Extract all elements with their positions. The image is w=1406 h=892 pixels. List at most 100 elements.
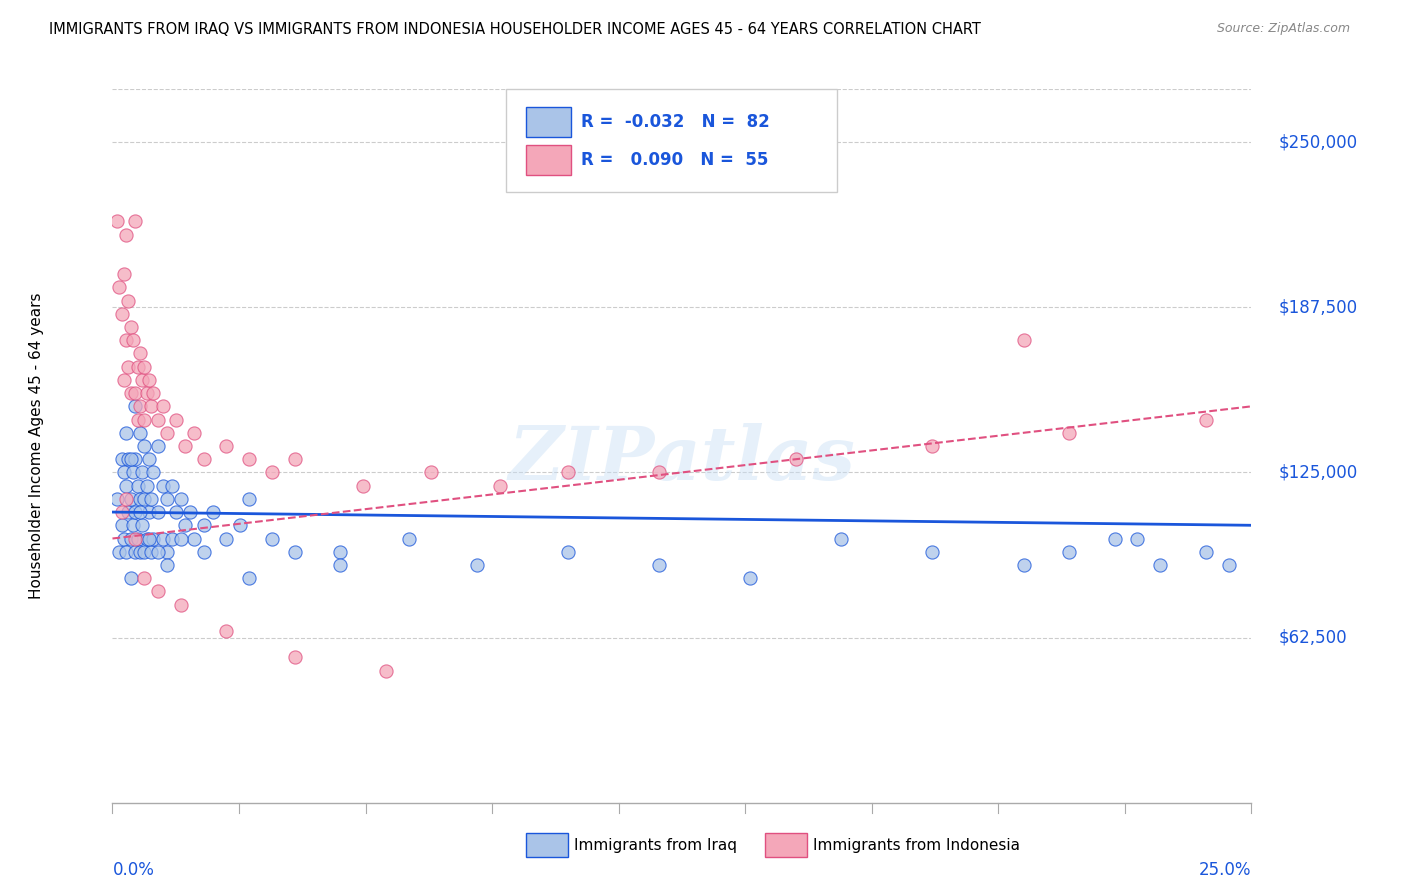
Point (1012, 558, 1035, 572)
Point (128, 425, 150, 440)
Point (215, 532, 238, 546)
Point (1104, 532, 1126, 546)
Point (138, 452, 160, 467)
Point (120, 571, 142, 585)
Point (1195, 545, 1218, 559)
Point (127, 359, 149, 374)
Point (156, 558, 179, 572)
Point (112, 373, 135, 387)
Point (146, 412, 169, 426)
Point (146, 439, 169, 453)
Point (142, 466, 165, 480)
Point (229, 518, 252, 533)
Text: IMMIGRANTS FROM IRAQ VS IMMIGRANTS FROM INDONESIA HOUSEHOLDER INCOME AGES 45 - 6: IMMIGRANTS FROM IRAQ VS IMMIGRANTS FROM … (49, 22, 981, 37)
Point (1126, 532, 1149, 546)
Point (141, 400, 163, 414)
Point (142, 532, 165, 546)
Point (117, 359, 139, 374)
Point (124, 214, 146, 228)
Point (120, 452, 142, 467)
Point (215, 439, 238, 453)
Text: Immigrants from Iraq: Immigrants from Iraq (574, 838, 737, 853)
Point (183, 425, 205, 440)
Point (152, 400, 174, 414)
Point (128, 491, 150, 506)
Point (134, 359, 156, 374)
Text: 0.0%: 0.0% (112, 861, 155, 879)
Point (260, 466, 283, 480)
Point (193, 518, 215, 533)
Point (128, 400, 150, 414)
Point (374, 664, 396, 678)
Text: 25.0%: 25.0% (1199, 861, 1251, 879)
Point (142, 386, 165, 401)
Point (124, 452, 146, 467)
Point (329, 545, 352, 559)
Point (112, 267, 135, 281)
Point (1012, 333, 1035, 347)
Point (170, 532, 193, 546)
Point (260, 532, 283, 546)
Point (160, 532, 183, 546)
Point (183, 532, 205, 546)
Point (557, 545, 579, 559)
Point (785, 452, 807, 467)
Point (120, 532, 142, 546)
Point (115, 545, 138, 559)
Point (165, 412, 187, 426)
Point (112, 466, 135, 480)
Point (124, 505, 146, 519)
Point (179, 505, 201, 519)
Point (921, 439, 943, 453)
Point (238, 452, 260, 467)
Point (141, 545, 163, 559)
Point (110, 518, 132, 533)
Text: $62,500: $62,500 (1278, 629, 1347, 647)
Point (134, 412, 156, 426)
Point (115, 333, 138, 347)
Point (122, 333, 145, 347)
Point (146, 505, 169, 519)
Point (830, 532, 852, 546)
Point (128, 505, 150, 519)
Point (127, 478, 149, 492)
Point (193, 545, 215, 559)
Point (156, 545, 179, 559)
Point (352, 478, 374, 492)
Point (134, 545, 156, 559)
Point (201, 505, 224, 519)
Point (124, 532, 146, 546)
Point (110, 307, 132, 321)
Point (648, 558, 671, 572)
Point (648, 466, 671, 480)
Point (488, 478, 510, 492)
Point (284, 452, 307, 467)
Point (117, 452, 139, 467)
Point (135, 386, 157, 401)
Point (120, 320, 142, 334)
Point (131, 518, 153, 533)
Point (1057, 545, 1080, 559)
Point (420, 466, 443, 480)
Point (117, 505, 139, 519)
Point (127, 412, 149, 426)
Point (329, 558, 352, 572)
Text: $125,000: $125,000 (1278, 464, 1358, 482)
Point (138, 532, 160, 546)
Text: Immigrants from Indonesia: Immigrants from Indonesia (813, 838, 1019, 853)
Point (112, 532, 135, 546)
Point (120, 491, 142, 506)
Point (284, 545, 307, 559)
Point (110, 452, 132, 467)
Point (120, 386, 142, 401)
Point (135, 532, 157, 546)
Point (160, 478, 183, 492)
Point (170, 598, 193, 612)
Point (174, 518, 197, 533)
Point (284, 650, 307, 665)
Point (138, 505, 160, 519)
Point (557, 466, 579, 480)
Point (122, 466, 145, 480)
Point (134, 439, 156, 453)
Text: R =  -0.032   N =  82: R = -0.032 N = 82 (581, 113, 769, 131)
